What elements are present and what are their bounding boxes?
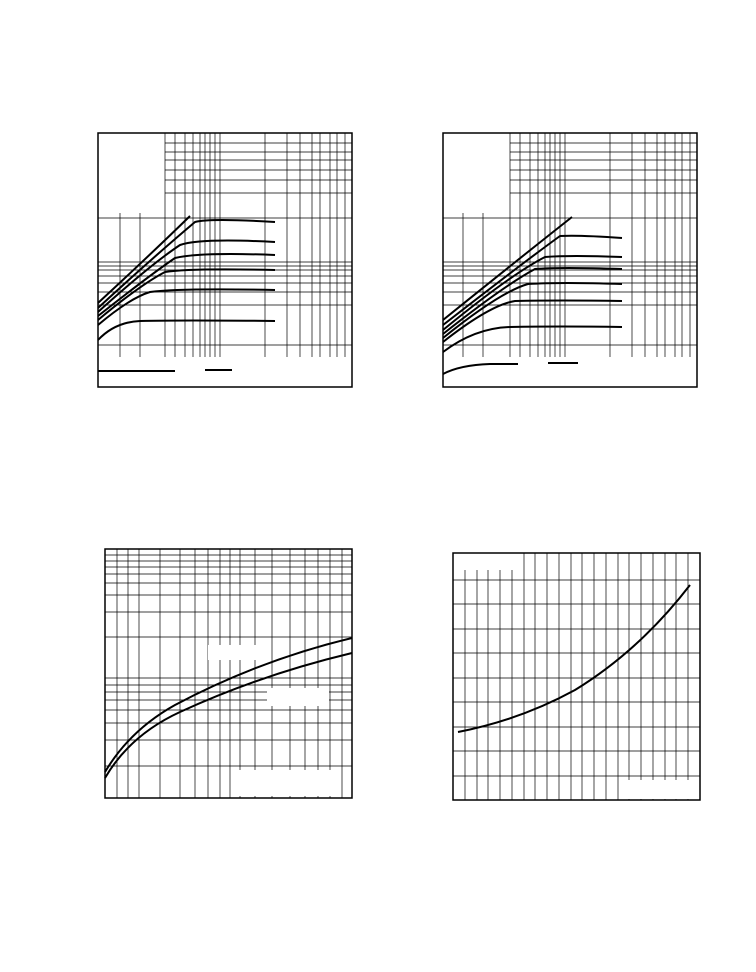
curve bbox=[97, 319, 276, 341]
curve bbox=[457, 584, 691, 733]
chart-bottom-right bbox=[452, 552, 701, 801]
plot-frame bbox=[452, 552, 701, 801]
plot-frame bbox=[104, 548, 353, 799]
chart-top-left bbox=[97, 132, 353, 388]
curve bbox=[97, 253, 276, 317]
grid bbox=[453, 553, 700, 800]
curve bbox=[442, 282, 623, 339]
label-area bbox=[208, 645, 263, 660]
label-area bbox=[622, 780, 698, 799]
curve bbox=[97, 239, 276, 313]
curve bbox=[442, 255, 623, 331]
legend-area bbox=[98, 360, 352, 386]
grid bbox=[443, 133, 697, 357]
label-area bbox=[267, 688, 329, 706]
curve bbox=[98, 369, 232, 372]
grid bbox=[105, 549, 352, 798]
plot-frame bbox=[97, 132, 353, 388]
curve bbox=[442, 325, 623, 353]
curve bbox=[97, 215, 191, 304]
plot-frame bbox=[442, 132, 698, 388]
curve bbox=[442, 362, 578, 375]
curve bbox=[442, 216, 573, 321]
chart-top-right bbox=[442, 132, 698, 388]
curve bbox=[104, 652, 353, 779]
curve bbox=[97, 268, 276, 321]
chart-bottom-left bbox=[104, 548, 353, 799]
curve bbox=[97, 288, 276, 326]
label-area bbox=[232, 770, 337, 796]
curve bbox=[442, 234, 623, 326]
curve bbox=[104, 637, 353, 773]
curve bbox=[442, 299, 623, 343]
grid bbox=[98, 133, 352, 357]
curve bbox=[442, 267, 623, 335]
curve bbox=[97, 219, 276, 309]
